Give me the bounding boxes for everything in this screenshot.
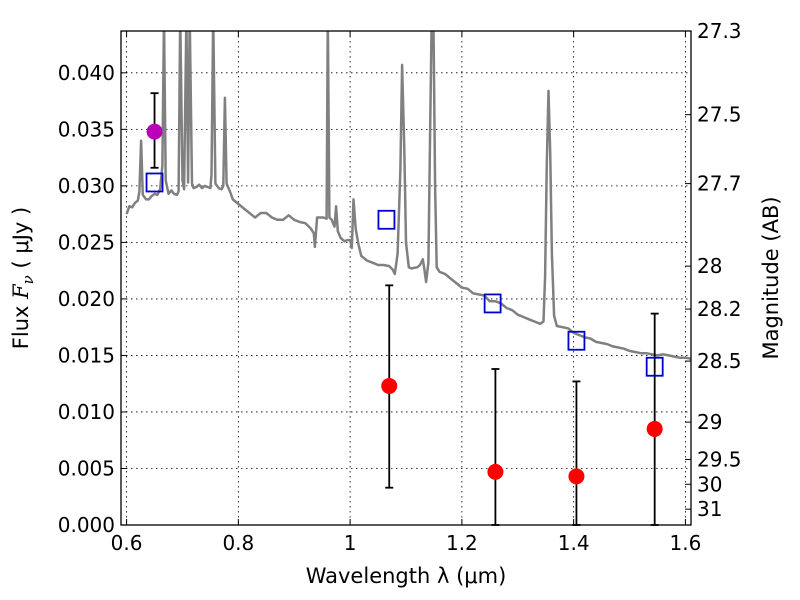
- y2-tick-label: 30: [697, 472, 722, 496]
- y-tick-label: 0.040: [58, 61, 115, 85]
- y-tick-label: 0.020: [58, 287, 115, 311]
- observed-point: [381, 377, 398, 394]
- model-photometry-point: [567, 330, 586, 351]
- observed-point: [646, 420, 663, 437]
- x-tick-label: 1.4: [558, 531, 590, 555]
- y2-tick-label: 29.5: [697, 447, 742, 471]
- y2-tick-label: 29: [697, 410, 722, 434]
- x-tick-label: 0.8: [222, 531, 254, 555]
- model-photometry-point: [483, 293, 502, 314]
- model-spectrum: [125, 31, 691, 361]
- y-tick-label: 0.025: [58, 230, 115, 254]
- y2-tick-label: 28.5: [697, 349, 742, 373]
- y-tick-label: 0.010: [58, 400, 115, 424]
- x-tick-label: 1.2: [446, 531, 478, 555]
- x-axis-label: Wavelength λ (μm): [306, 564, 507, 588]
- y2-tick-label: 27.5: [697, 103, 742, 127]
- observed-point: [146, 123, 163, 140]
- y2-tick-label: 28: [697, 254, 722, 278]
- y-tick-label: 0.000: [58, 513, 115, 537]
- grid-lines: [121, 31, 691, 526]
- y-axis-label: Flux Fν ( μJy ): [9, 207, 37, 349]
- y-tick-label: 0.035: [58, 117, 115, 141]
- model-photometry-point: [145, 172, 164, 193]
- model-photometry-squares: [145, 172, 664, 377]
- model-photometry-point: [645, 356, 664, 377]
- observed-point: [568, 468, 585, 485]
- axis-ticks: 0.6 0.8 1 1.2 1.4 1.6 0.000 0.005 0.010 0.015 0.02…: [58, 19, 742, 555]
- y-tick-label: 0.005: [58, 456, 115, 480]
- y-tick-label: 0.015: [58, 343, 115, 367]
- y2-axis-label: Magnitude (AB): [759, 196, 783, 359]
- observed-point: [487, 463, 504, 480]
- plot-frame: [120, 30, 692, 526]
- x-tick-label: 0.6: [111, 531, 143, 555]
- model-spectrum-line: [125, 31, 691, 361]
- y2-tick-label: 28.2: [697, 297, 742, 321]
- y2-tick-label: 27.3: [697, 19, 742, 43]
- model-photometry-point: [377, 209, 396, 230]
- x-tick-label: 1.6: [670, 531, 702, 555]
- observed-points: [146, 123, 663, 485]
- y2-tick-label: 27.7: [697, 172, 742, 196]
- y2-tick-label: 31: [697, 497, 722, 521]
- y-tick-label: 0.030: [58, 174, 115, 198]
- x-tick-label: 1: [344, 531, 357, 555]
